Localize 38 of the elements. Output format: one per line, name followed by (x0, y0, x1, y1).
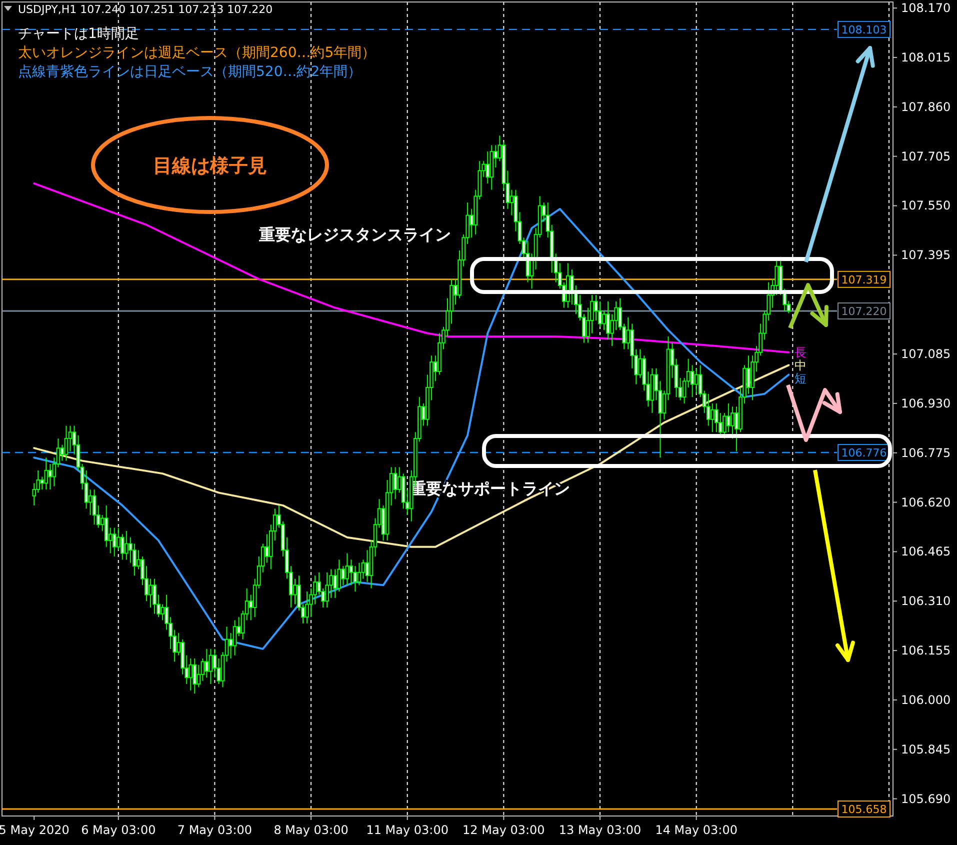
ref-line-label: 108.103 (841, 23, 887, 36)
x-tick-label: 7 May 03:00 (177, 823, 252, 837)
x-tick-label: 14 May 03:00 (655, 823, 738, 837)
series-label: 長 (794, 345, 807, 360)
y-tick-label: 108.170 (901, 1, 951, 16)
y-tick-label: 106.155 (901, 644, 951, 658)
series-label: 中 (794, 358, 807, 372)
annotation: 点線青紫色ラインは日足ベース（期間520…約2年間） (18, 64, 362, 80)
y-tick-label: 107.860 (901, 100, 951, 114)
chart-title: USDJPY,H1 107.240 107.251 107.213 107.220 (18, 3, 273, 16)
y-tick-label: 107.085 (901, 347, 951, 361)
y-tick-label: 106.310 (901, 594, 951, 608)
y-tick-label: 106.000 (901, 692, 951, 707)
x-tick-label: 13 May 03:00 (558, 823, 642, 837)
ref-line-label: 107.220 (841, 304, 887, 318)
annotation: チャートは1時間足 (18, 26, 139, 42)
x-tick-label: 6 May 03:00 (81, 823, 156, 837)
x-tick-label: 11 May 03:00 (366, 823, 449, 837)
y-tick-label: 106.775 (901, 446, 951, 460)
y-tick-label: 108.015 (901, 50, 951, 64)
y-tick-label: 107.705 (901, 149, 951, 164)
ref-line-label: 105.658 (841, 802, 887, 816)
y-tick-label: 106.620 (901, 495, 951, 510)
y-tick-label: 107.550 (901, 198, 951, 213)
ref-line-label: 106.776 (841, 446, 887, 460)
annotation: 太いオレンジラインは週足ベース（期間260…約5年間） (18, 45, 376, 61)
ref-line-label: 107.319 (841, 273, 887, 286)
x-tick-label: 8 May 03:00 (274, 823, 348, 837)
y-tick-label: 106.930 (901, 396, 951, 410)
y-tick-label: 105.845 (901, 742, 951, 756)
y-tick-label: 105.690 (901, 792, 951, 806)
series-label: 短 (794, 371, 807, 386)
annotation: 目線は様子見 (153, 155, 267, 177)
x-tick-label: 12 May 03:00 (462, 823, 545, 837)
x-tick-label: 5 May 2020 (0, 823, 70, 837)
y-tick-label: 107.395 (901, 248, 951, 262)
y-tick-label: 106.465 (901, 544, 951, 559)
annotation: 重要なレジスタンスライン (258, 225, 451, 244)
